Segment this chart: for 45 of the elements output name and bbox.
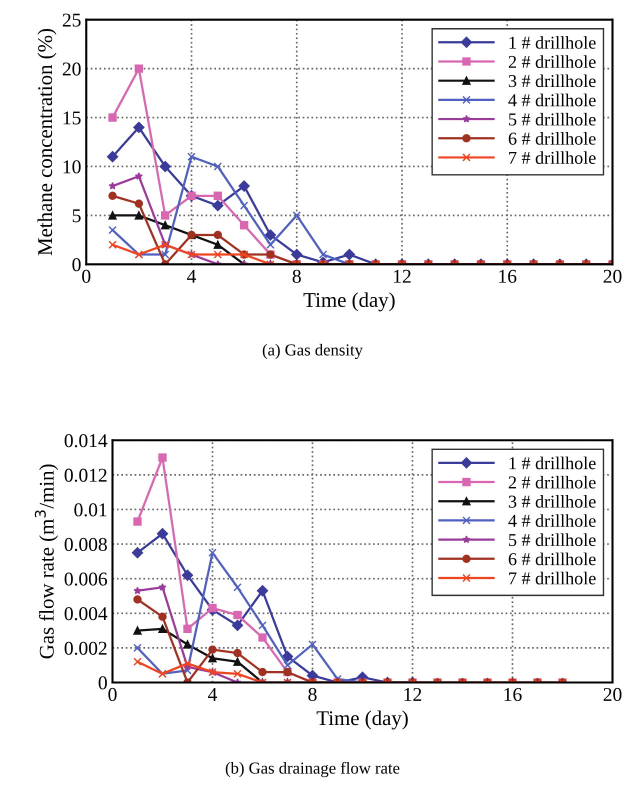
- legend-label: 7 # drillhole: [509, 151, 596, 164]
- y-tick-label: 10: [64, 160, 81, 174]
- x-tick-label: 12: [394, 270, 411, 283]
- x-tick-label: 4: [187, 270, 196, 283]
- text: (b) Gas drainage flow rate: [226, 762, 400, 778]
- y-tick-label: 25: [62, 14, 81, 27]
- y-axis-title: Gas flow rate (m$^{3}$/min): [34, 464, 58, 658]
- x-tick-label: 16: [499, 270, 516, 283]
- y-tick-label: 20: [62, 62, 81, 76]
- legend-label: 5 # drillhole: [509, 112, 596, 126]
- x-tick-label: 8: [308, 688, 317, 702]
- x-axis-title: Time (day): [304, 292, 395, 312]
- y-tick-label: 0.01: [74, 503, 106, 516]
- legend-label: 1 # drillhole: [510, 36, 596, 49]
- y-tick-label: 0.014: [64, 434, 108, 448]
- y-tick-label: 5: [72, 209, 81, 222]
- y-tick-label: 15: [64, 111, 81, 124]
- legend-label: 6 # drillhole: [508, 132, 596, 145]
- y-axis-title: Methane concentration (%): [37, 28, 56, 256]
- x-tick-label: 20: [604, 688, 622, 702]
- x-tick-label: 8: [292, 270, 301, 283]
- text: (a) Gas density: [262, 344, 363, 359]
- y-tick-label: 0: [98, 676, 107, 690]
- x-axis-title: Time (day): [316, 710, 408, 730]
- y-tick-label: 0.004: [64, 607, 108, 620]
- legend-label: 7 # drillhole: [509, 572, 596, 584]
- x-tick-label: 4: [208, 688, 218, 701]
- legend-label: 2 # drillhole: [508, 476, 596, 489]
- legend-label: 4 # drillhole: [508, 94, 596, 106]
- x-tick-label: 0: [108, 688, 117, 702]
- legend-label: 4 # drillhole: [508, 514, 596, 527]
- x-tick-label: 20: [604, 270, 622, 283]
- y-tick-label: 0: [72, 258, 81, 272]
- y-tick-label: 0.008: [64, 538, 107, 552]
- legend-label: 1 # drillhole: [510, 456, 596, 470]
- x-tick-label: 12: [404, 688, 422, 701]
- legend-label: 6 # drillhole: [508, 552, 596, 566]
- legend-label: 2 # drillhole: [508, 55, 596, 68]
- legend-label: 3 # drillhole: [508, 74, 596, 88]
- y-tick-label: 0.006: [64, 572, 108, 586]
- legend-label: 5 # drillhole: [509, 533, 596, 546]
- legend-label: 3 # drillhole: [508, 495, 596, 508]
- y-tick-label: 0.012: [64, 468, 107, 482]
- x-tick-label: 16: [504, 688, 522, 702]
- y-tick-label: 0.002: [64, 642, 107, 655]
